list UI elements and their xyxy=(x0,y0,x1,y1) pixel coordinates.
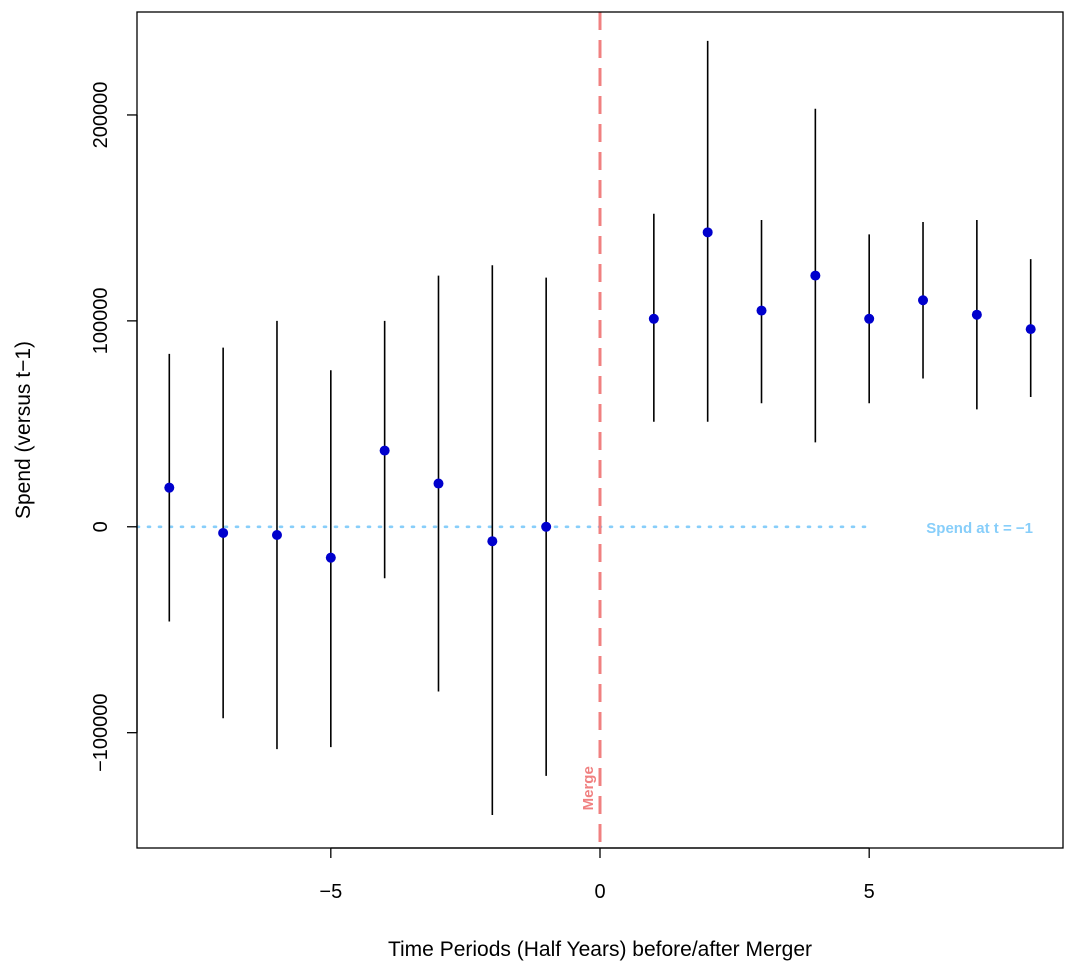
data-point xyxy=(648,313,659,324)
plot-area: Spend at t = −1 Merge xyxy=(135,12,1036,848)
y-tick-label: −100000 xyxy=(90,693,112,771)
y-axis-title: Spend (versus t−1) xyxy=(12,341,35,519)
x-axis-title: Time Periods (Half Years) before/after M… xyxy=(388,938,812,961)
data-point xyxy=(271,530,282,541)
data-point xyxy=(379,445,390,456)
y-tick-label: 0 xyxy=(90,521,112,532)
x-tick-label: 0 xyxy=(594,881,605,903)
y-tick-label: 100000 xyxy=(90,287,112,354)
y-tick-label: 200000 xyxy=(90,82,112,149)
data-point xyxy=(218,527,229,538)
data-point xyxy=(756,305,767,316)
data-point xyxy=(702,227,713,238)
data-point xyxy=(541,521,552,532)
data-point xyxy=(433,478,444,489)
reference-line-vertical-label: Merge xyxy=(580,766,597,810)
axes: −5 0 5 −100000 0 100000 200000 xyxy=(90,82,875,903)
data-point xyxy=(164,482,175,493)
data-point xyxy=(918,295,929,306)
data-point xyxy=(971,309,982,320)
data-point xyxy=(325,552,336,563)
data-point xyxy=(810,270,821,281)
reference-line-horizontal-label: Spend at t = −1 xyxy=(926,520,1033,537)
x-tick-label: −5 xyxy=(319,881,342,903)
x-tick-label: 5 xyxy=(864,881,875,903)
data-point xyxy=(864,313,875,324)
data-point xyxy=(487,536,498,547)
data-point xyxy=(1025,324,1036,335)
